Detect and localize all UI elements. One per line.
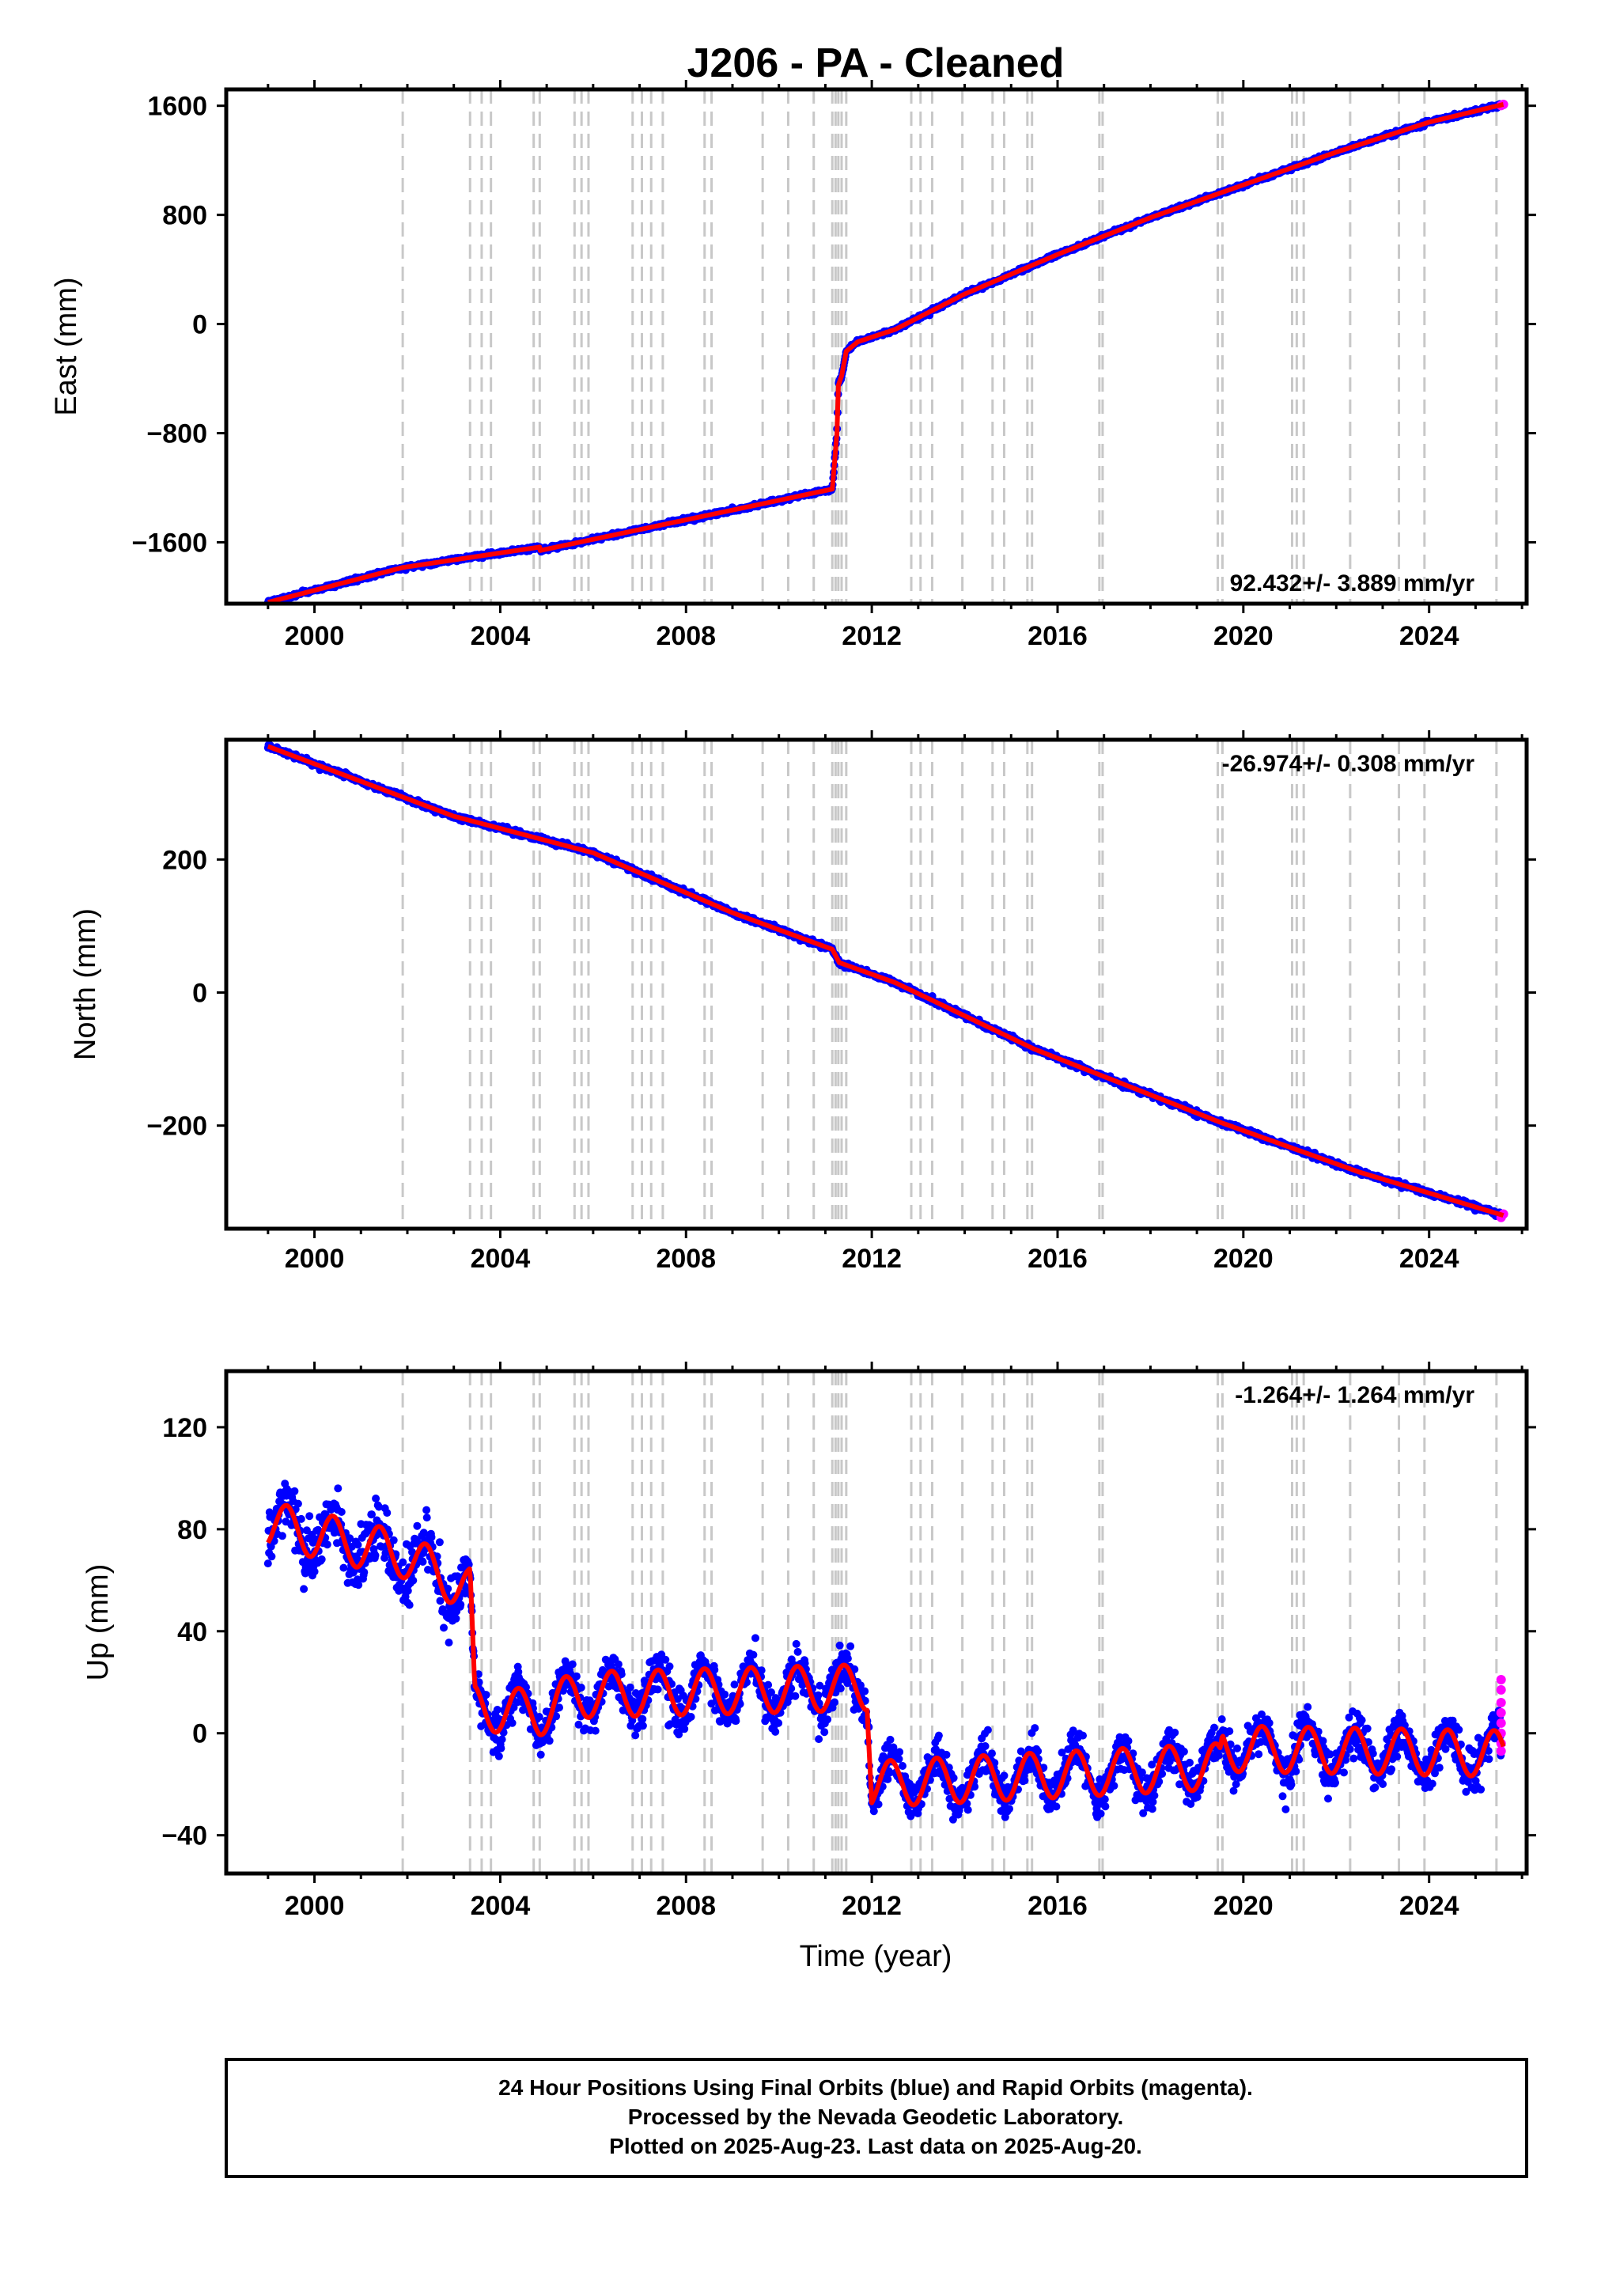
east-y-axis-label: East (mm) xyxy=(50,277,83,415)
final-orbit-point xyxy=(317,1555,326,1563)
chart-title: J206 - PA - Cleaned xyxy=(687,40,1065,86)
x-tick-label: 2020 xyxy=(1213,1244,1274,1274)
east-final-orbit-points xyxy=(263,99,1508,604)
x-tick-label: 2024 xyxy=(1399,1244,1459,1274)
y-tick-label: −800 xyxy=(146,419,207,449)
x-tick-label: 2020 xyxy=(1213,621,1274,651)
north-frame xyxy=(224,737,1529,1231)
final-orbit-point xyxy=(297,1514,305,1523)
y-tick-label: 800 xyxy=(162,201,207,231)
y-tick-label: 0 xyxy=(192,979,207,1009)
final-orbit-point xyxy=(310,1567,319,1576)
final-orbit-point xyxy=(339,1563,348,1572)
x-tick-label: 2004 xyxy=(471,1244,531,1274)
final-orbit-point xyxy=(290,1487,299,1495)
north-panel: 2000 2004 2008 2012 2016 2020 2024 −200 0 200 Nort… xyxy=(69,730,1536,1274)
final-orbit-point xyxy=(360,1568,369,1577)
north-step-lines xyxy=(401,740,1498,1229)
final-orbit-point xyxy=(383,1509,392,1517)
final-orbit-point xyxy=(334,1484,343,1493)
east-panel: 2000 2004 2008 2012 2016 2020 2024 −1600 −800 0 80… xyxy=(50,80,1536,651)
final-orbit-point xyxy=(323,1540,331,1549)
final-orbit-point xyxy=(399,1558,407,1567)
east-model-fit xyxy=(267,102,1505,604)
north-model-fit xyxy=(267,744,1505,1218)
x-tick-label: 2024 xyxy=(1399,621,1459,651)
final-orbit-point xyxy=(300,1585,308,1593)
up-panel: 2000 2004 2008 2012 2016 2020 2024−4004080120U… xyxy=(81,1362,1536,1921)
final-orbit-point xyxy=(263,1559,272,1568)
final-orbit-point xyxy=(293,1499,302,1508)
y-tick-label: 0 xyxy=(192,310,207,340)
final-orbit-point xyxy=(305,1512,314,1521)
east-step-lines xyxy=(401,89,1498,604)
y-tick-label: 1600 xyxy=(147,92,207,122)
x-tick-label: 2008 xyxy=(656,1244,716,1274)
x-tick-label: 2016 xyxy=(1028,1244,1088,1274)
x-tick-label: 2000 xyxy=(285,1244,345,1274)
y-tick-label: −1600 xyxy=(132,528,208,558)
x-tick-label: 2016 xyxy=(1028,621,1088,651)
final-orbit-point xyxy=(278,1532,286,1540)
final-orbit-point xyxy=(371,1551,380,1559)
y-tick-label: −200 xyxy=(146,1112,207,1142)
x-tick-label: 2012 xyxy=(842,1244,902,1274)
x-tick-label: 2012 xyxy=(842,621,902,651)
final-orbit-point xyxy=(337,1508,346,1516)
x-tick-label: 2008 xyxy=(656,621,716,651)
y-tick-label: 200 xyxy=(162,845,207,875)
east-rate-label: 92.432+/- 3.889 mm/yr xyxy=(1230,570,1475,597)
north-y-axis-label: North (mm) xyxy=(69,908,102,1060)
model-fit-line xyxy=(267,744,1505,1218)
x-tick-label: 2000 xyxy=(285,621,345,651)
x-tick-label: 2004 xyxy=(471,621,531,651)
model-fit-line xyxy=(267,102,1505,604)
final-orbit-point xyxy=(267,1552,276,1561)
north-rate-label: -26.974+/- 0.308 mm/yr xyxy=(1222,751,1475,777)
final-orbit-point xyxy=(354,1540,362,1549)
final-orbit-point xyxy=(389,1536,398,1544)
east-frame xyxy=(224,87,1529,606)
final-orbit-point xyxy=(372,1495,380,1502)
